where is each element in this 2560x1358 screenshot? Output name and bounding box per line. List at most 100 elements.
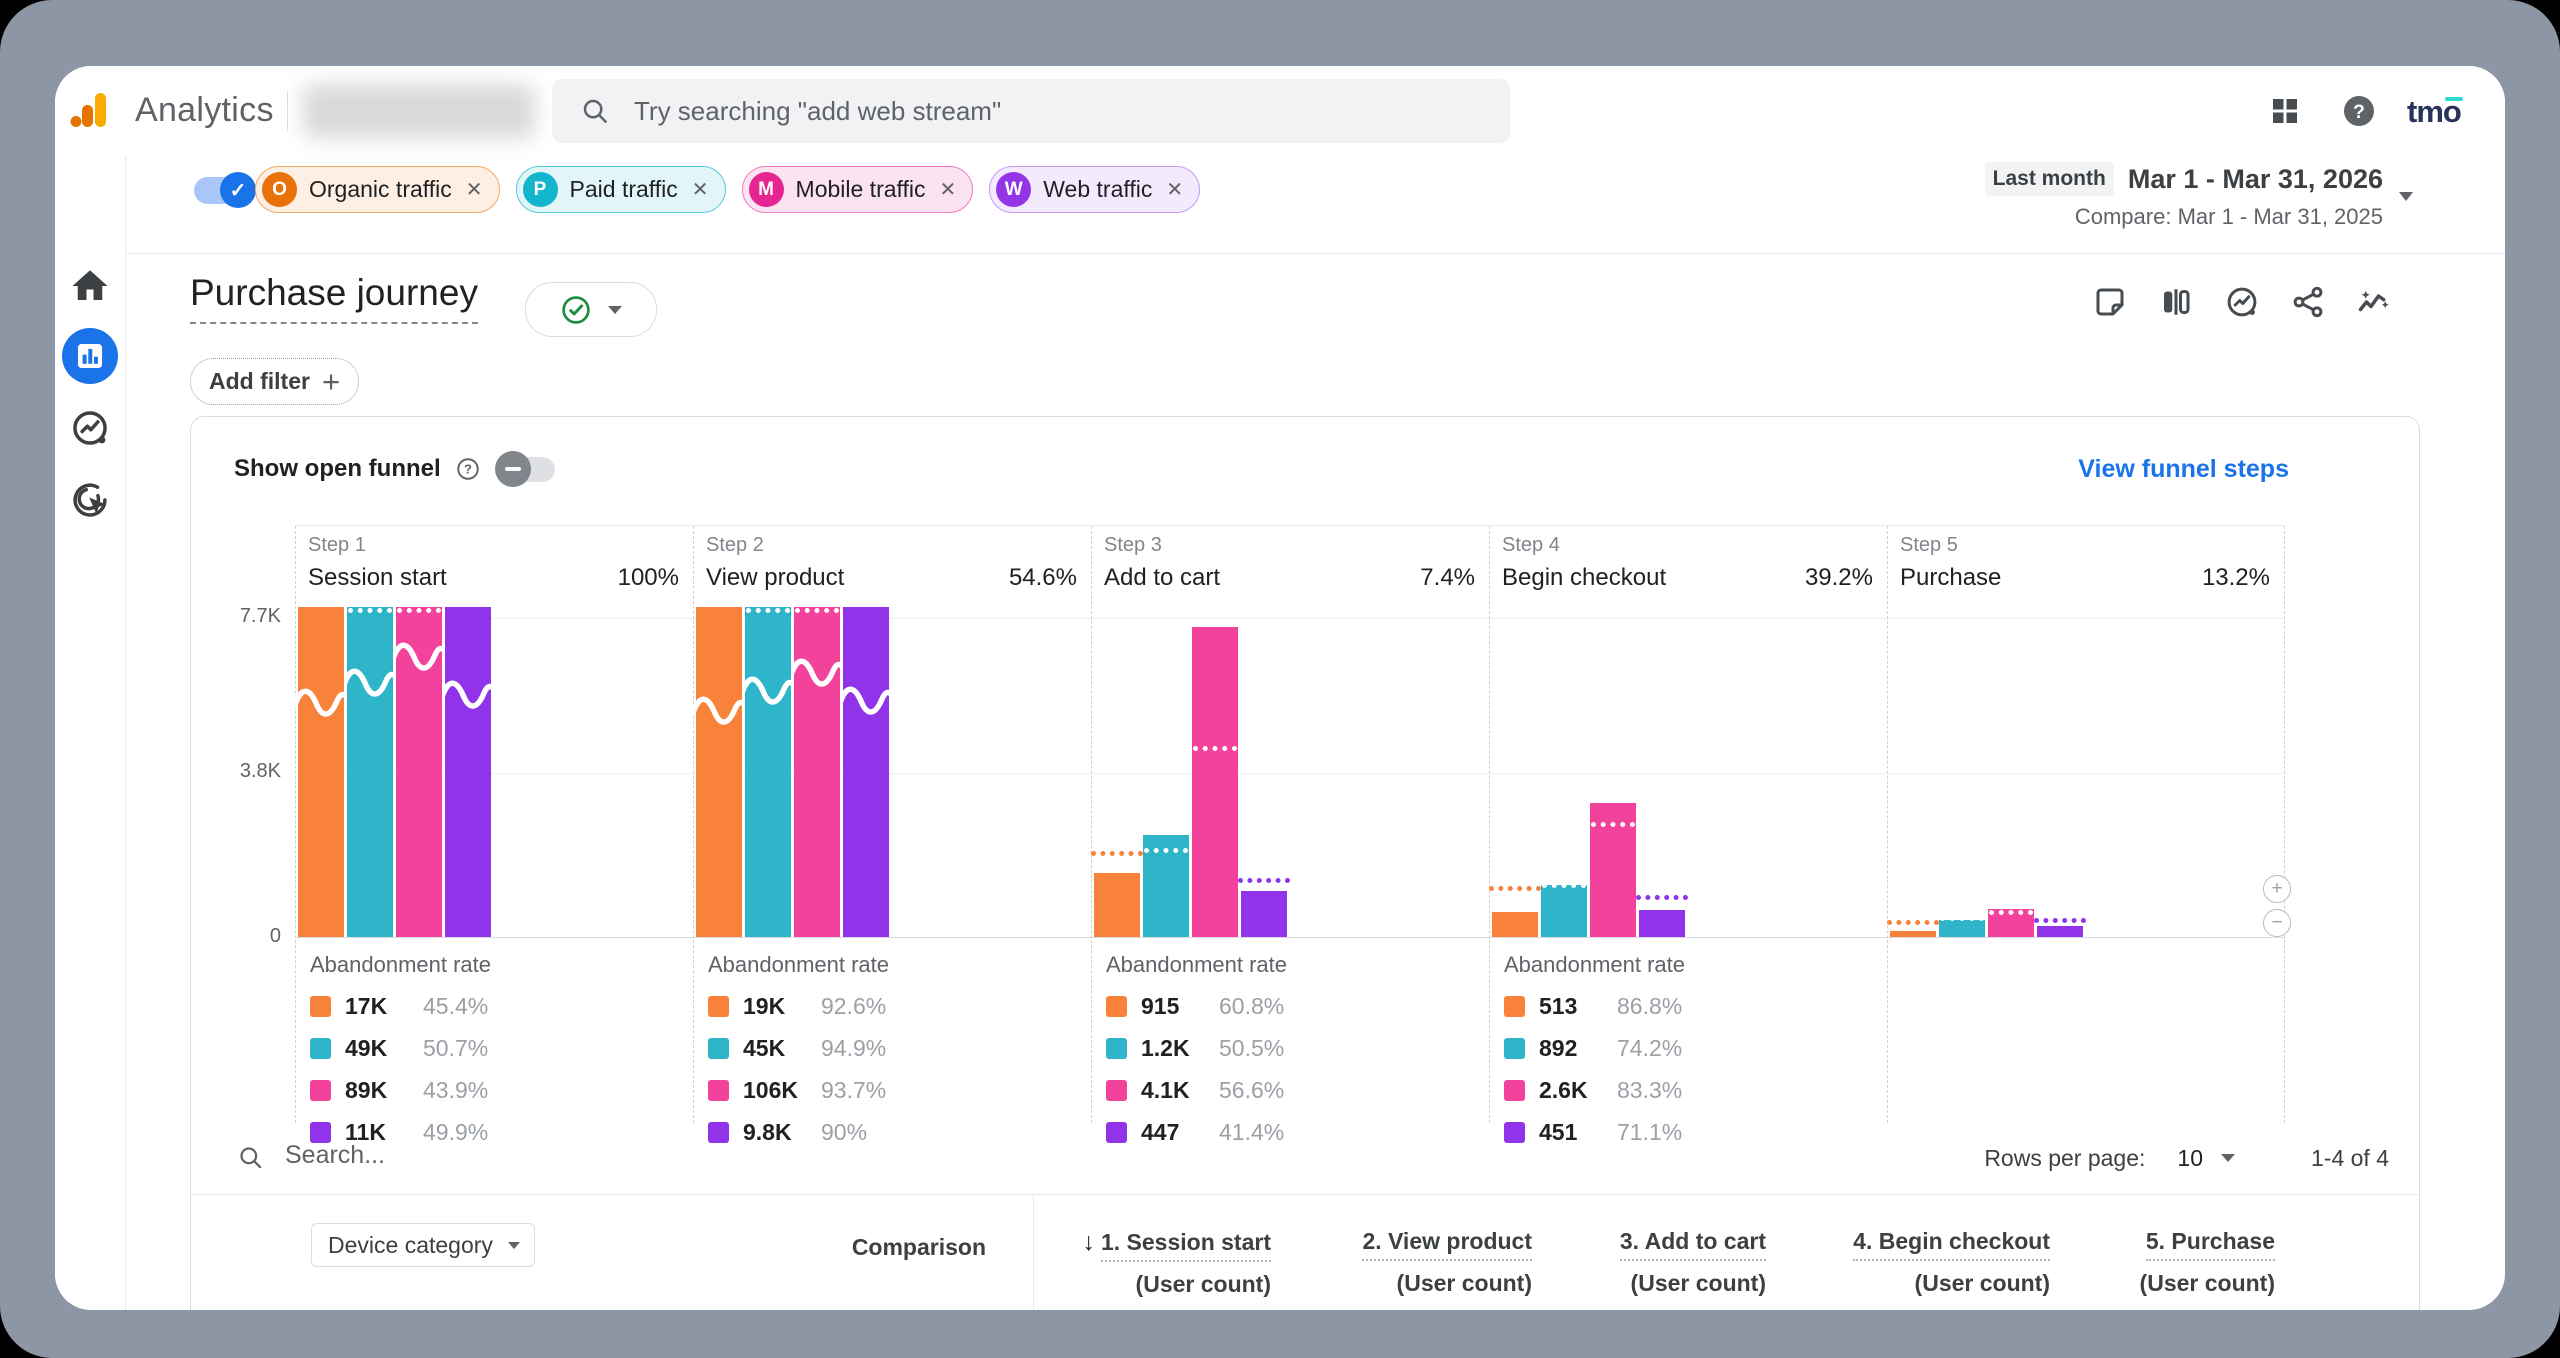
truncation-wave-icon xyxy=(693,696,745,725)
date-range-picker[interactable]: Last month Mar 1 - Mar 31, 2026 Compare:… xyxy=(1984,162,2413,230)
abandonment-count: 4.1K xyxy=(1141,1077,1190,1103)
series-color-swatch xyxy=(708,1080,729,1101)
abandonment-row: 451 71.1% xyxy=(1504,1119,1874,1146)
help-question-icon[interactable]: ? xyxy=(455,456,481,482)
chevron-down-icon[interactable] xyxy=(2221,1154,2235,1162)
segment-filter-bar: ✓ O Organic traffic ✕ P Paid traffic ✕ M… xyxy=(125,156,2505,254)
check-circle-icon xyxy=(562,295,590,324)
gridline xyxy=(295,773,2285,774)
funnel-bar[interactable] xyxy=(442,607,494,937)
global-search[interactable] xyxy=(552,79,1510,143)
account-avatar[interactable]: tmo xyxy=(2407,94,2463,129)
sidebar-item-reports-active[interactable] xyxy=(62,328,118,384)
abandonment-row: 2.6K 83.3% xyxy=(1504,1077,1874,1104)
funnel-bar[interactable] xyxy=(791,607,843,937)
abandonment-count: 2.6K xyxy=(1539,1077,1588,1103)
search-input[interactable] xyxy=(632,94,1396,128)
chip-letter-badge: W xyxy=(996,172,1032,207)
comparison-dotted-line xyxy=(397,608,441,613)
funnel-bar[interactable] xyxy=(1639,910,1685,937)
funnel-bar[interactable] xyxy=(295,607,347,937)
rows-per-page-label: Rows per page: xyxy=(1984,1144,2146,1171)
series-color-swatch xyxy=(1106,1122,1127,1143)
add-filter-button[interactable]: Add filter + xyxy=(190,358,360,405)
funnel-step-column[interactable]: Step 3 Add to cart 7.4% Abandonment rate… xyxy=(1091,526,1489,1145)
comparison-dotted-line xyxy=(1144,848,1188,853)
insights-circle-icon[interactable] xyxy=(2224,284,2260,320)
plus-icon: + xyxy=(321,364,341,399)
funnel-chart: Step 1 Session start 100% Abandonment ra… xyxy=(295,525,2285,1145)
step-number: Step 3 xyxy=(1104,534,1162,556)
compare-ab-icon[interactable] xyxy=(2158,284,2194,320)
chart-zoom-controls: + − xyxy=(2263,875,2291,937)
funnel-bar[interactable] xyxy=(693,607,745,937)
funnel-bar[interactable] xyxy=(1492,912,1538,937)
comparison-dotted-line xyxy=(746,608,790,613)
abandonment-rate-label: Abandonment rate xyxy=(1504,952,1686,977)
funnel-bar[interactable] xyxy=(2037,926,2083,937)
share-icon[interactable] xyxy=(2290,284,2326,320)
svg-text:?: ? xyxy=(464,461,472,476)
zoom-in-button[interactable]: + xyxy=(2263,875,2291,903)
funnel-bar[interactable] xyxy=(1939,920,1985,937)
funnel-bar[interactable] xyxy=(840,607,892,937)
funnel-bar[interactable] xyxy=(1541,885,1587,937)
series-color-swatch xyxy=(1106,1080,1127,1101)
analytics-window: Analytics ? tmo xyxy=(55,66,2505,1310)
open-funnel-toggle-off[interactable] xyxy=(494,451,557,487)
funnel-bar[interactable] xyxy=(393,607,445,937)
funnel-bar[interactable] xyxy=(1094,873,1140,937)
funnel-bar[interactable] xyxy=(1241,891,1287,937)
reports-bar-chart-icon xyxy=(77,343,103,369)
funnel-bar[interactable] xyxy=(742,607,794,937)
advertising-icon[interactable] xyxy=(69,407,111,449)
help-icon[interactable]: ? xyxy=(2341,93,2377,129)
chip-label: Organic traffic xyxy=(309,176,452,202)
funnel-step-column[interactable]: Step 4 Begin checkout 39.2% Abandonment … xyxy=(1489,526,1887,1145)
abandonment-count: 447 xyxy=(1141,1119,1180,1145)
abandonment-count: 513 xyxy=(1539,993,1578,1019)
funnel-step-column[interactable]: Step 1 Session start 100% Abandonment ra… xyxy=(295,526,693,1145)
avatar-logo-accent xyxy=(2444,97,2463,101)
close-icon[interactable]: ✕ xyxy=(465,179,483,201)
close-icon[interactable]: ✕ xyxy=(1166,179,1184,201)
series-color-swatch xyxy=(310,1080,331,1101)
funnel-bar[interactable] xyxy=(344,607,396,937)
series-color-swatch xyxy=(1106,996,1127,1017)
segments-toggle-on[interactable]: ✓ xyxy=(190,172,256,208)
sparkline-trend-icon[interactable] xyxy=(2356,284,2392,320)
google-apps-grid-icon[interactable] xyxy=(2267,93,2303,129)
funnel-bar[interactable] xyxy=(1192,627,1238,937)
dimension-select[interactable]: Device category xyxy=(311,1223,535,1267)
close-icon[interactable]: ✕ xyxy=(939,179,957,201)
column-header-view-product: 2. View product (User count) xyxy=(1252,1228,1532,1297)
table-search-input[interactable] xyxy=(283,1140,987,1171)
funnel-step-column[interactable]: Step 5 Purchase 13.2% xyxy=(1887,526,2285,1123)
chip-paid-traffic[interactable]: P Paid traffic ✕ xyxy=(515,166,726,213)
rows-per-page-value[interactable]: 10 xyxy=(2177,1144,2203,1171)
divider xyxy=(1033,1194,1034,1310)
chip-web-traffic[interactable]: W Web traffic ✕ xyxy=(989,166,1201,213)
column-header-purchase: 5. Purchase (User count) xyxy=(1995,1228,2275,1297)
sort-descending-icon[interactable]: ↓ xyxy=(1082,1228,1095,1256)
funnel-bar[interactable] xyxy=(1890,931,1936,937)
abandonment-count: 892 xyxy=(1539,1035,1578,1061)
column-header-session-start: ↓ 1. Session start (User count) xyxy=(991,1228,1271,1298)
topbar-divider xyxy=(287,91,288,131)
chip-mobile-traffic[interactable]: M Mobile traffic ✕ xyxy=(741,166,974,213)
funnel-step-column[interactable]: Step 2 View product 54.6% Abandonment ra… xyxy=(693,526,1091,1145)
abandonment-legend: Abandonment rate 17K 45.4% 49K 50.7% 89K 43.9%… xyxy=(310,952,680,1146)
note-icon[interactable] xyxy=(2092,284,2128,320)
explore-cursor-icon[interactable] xyxy=(69,479,111,521)
view-funnel-steps-link[interactable]: View funnel steps xyxy=(2078,455,2289,483)
series-color-swatch xyxy=(310,996,331,1017)
abandonment-row: 19K 92.6% xyxy=(708,993,1078,1020)
chip-organic-traffic[interactable]: O Organic traffic ✕ xyxy=(255,166,500,213)
report-title[interactable]: Purchase journey xyxy=(190,272,478,324)
home-icon[interactable] xyxy=(69,265,111,307)
zoom-out-button[interactable]: − xyxy=(2263,909,2291,937)
pagination: Rows per page: 10 1-4 of 4 xyxy=(1984,1122,2389,1194)
close-icon[interactable]: ✕ xyxy=(691,179,709,201)
report-status-pill[interactable] xyxy=(525,282,657,337)
funnel-exploration-card: Show open funnel ? View funnel steps 7.7… xyxy=(190,416,2420,1310)
